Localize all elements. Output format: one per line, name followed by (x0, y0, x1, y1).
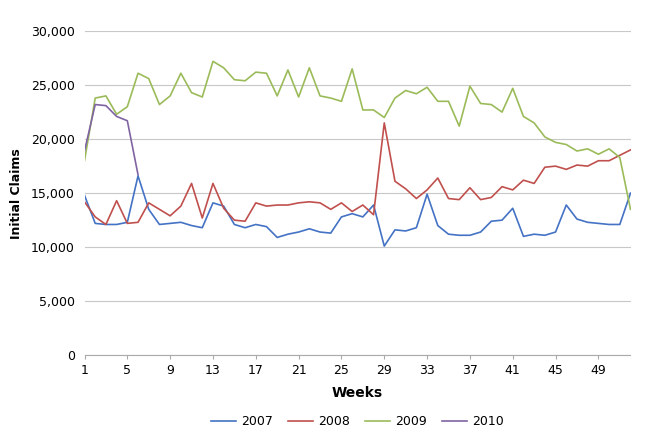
2007 (284, 231, 292, 237)
X-axis label: Weeks: Weeks (332, 385, 383, 400)
2009 (284, 67, 292, 73)
2009 (124, 104, 131, 109)
2008 (348, 209, 356, 214)
Line: 2009: 2009 (84, 61, 630, 210)
2007 (134, 173, 142, 178)
2009 (595, 151, 603, 157)
2009 (423, 85, 431, 90)
Line: 2010: 2010 (84, 104, 138, 175)
Line: 2007: 2007 (84, 176, 630, 246)
2007 (455, 233, 463, 238)
2008 (391, 178, 399, 184)
2010 (124, 118, 131, 123)
2007 (81, 193, 88, 198)
Legend: 2007, 2008, 2009, 2010: 2007, 2008, 2009, 2010 (207, 410, 509, 433)
2008 (455, 197, 463, 202)
2010 (81, 148, 88, 154)
2007 (380, 243, 388, 249)
2008 (102, 222, 110, 227)
2009 (81, 158, 88, 163)
2008 (380, 120, 388, 126)
2008 (434, 175, 442, 181)
Line: 2008: 2008 (84, 123, 630, 225)
2008 (627, 147, 634, 153)
2008 (134, 220, 142, 225)
2007 (348, 211, 356, 216)
2008 (284, 202, 292, 208)
2007 (124, 220, 131, 225)
Y-axis label: Initial Claims: Initial Claims (10, 148, 23, 238)
2007 (627, 190, 634, 196)
2007 (391, 227, 399, 233)
2009 (348, 66, 356, 71)
2009 (627, 207, 634, 212)
2009 (209, 59, 217, 64)
2009 (445, 99, 452, 104)
2008 (81, 199, 88, 204)
2007 (434, 223, 442, 228)
